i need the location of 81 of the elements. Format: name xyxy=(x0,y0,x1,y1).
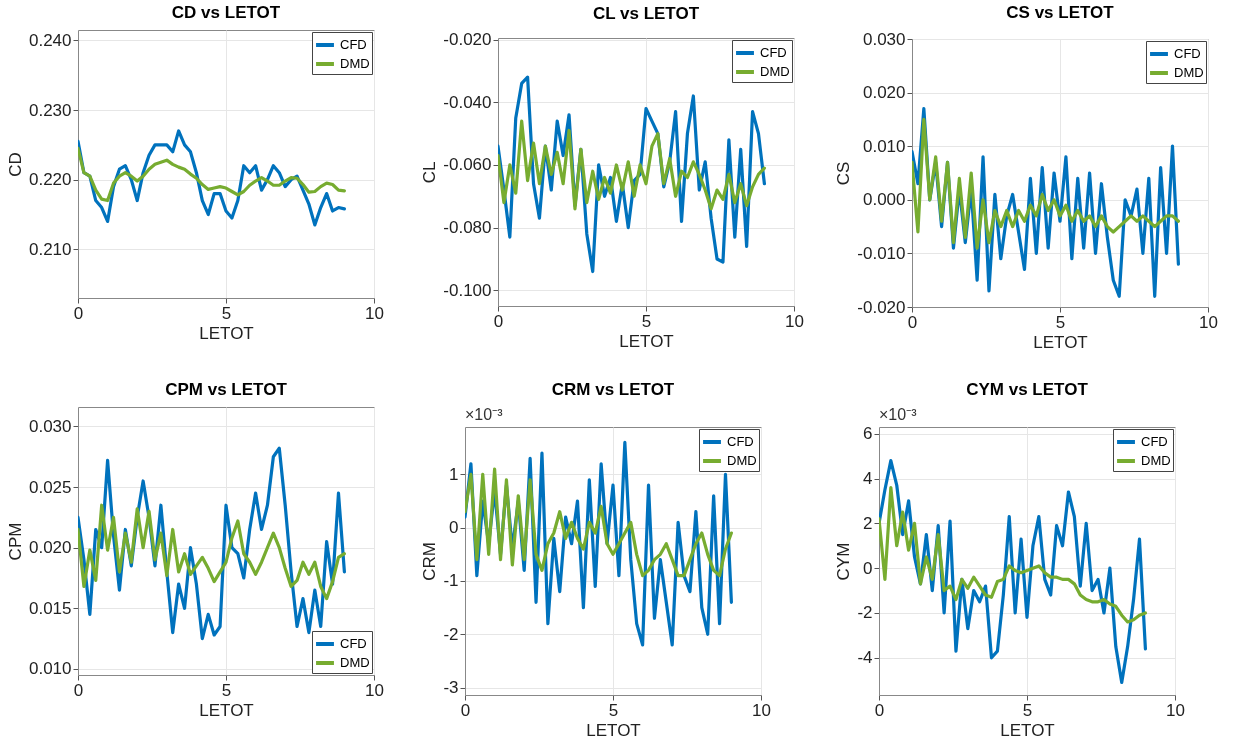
y-axis-title: CPM xyxy=(5,522,25,561)
text: ×10⁻³ xyxy=(465,406,504,423)
chart-title: CRM vs LETOT xyxy=(551,380,675,399)
line-series xyxy=(78,503,346,601)
x-axis-title: LETOT xyxy=(199,700,254,720)
legend-label: CFD xyxy=(340,636,367,651)
legend-label: DMD xyxy=(340,655,370,670)
x-tick-label: 10 xyxy=(365,680,384,700)
x-tick-label: 5 xyxy=(608,700,619,720)
y-tick-label: 0.030 xyxy=(862,29,906,49)
x-axis-title: LETOT xyxy=(619,331,674,351)
chart-title: CL vs LETOT xyxy=(592,3,700,23)
chart-title: CD vs LETOT xyxy=(171,3,281,22)
legend-label: DMD xyxy=(1174,65,1204,80)
legend-label: CFD xyxy=(1141,434,1168,449)
y-tick-label: -0.040 xyxy=(443,92,492,112)
text: ×10⁻³ xyxy=(879,406,918,423)
legend-label: DMD xyxy=(760,64,790,79)
y-tick-label: -0.020 xyxy=(443,30,492,50)
y-tick-label: -1 xyxy=(443,571,459,591)
y-tick-label: 1 xyxy=(449,464,459,484)
line-series xyxy=(912,117,1180,250)
y-tick-label: 0.210 xyxy=(28,239,72,259)
legend-label: CFD xyxy=(340,37,367,52)
y-axis-title: CYM xyxy=(834,542,854,581)
x-tick-label: 5 xyxy=(221,303,232,323)
x-axis-title: LETOT xyxy=(1000,720,1055,740)
y-tick-label: -0.060 xyxy=(443,155,492,175)
x-tick-label: 5 xyxy=(1022,700,1033,720)
y-axis-title: CL xyxy=(420,161,440,184)
y-tick-label: -2 xyxy=(857,603,873,623)
line-series xyxy=(879,485,1147,624)
x-tick-label: 5 xyxy=(1055,312,1066,332)
y-tick-label: 4 xyxy=(863,469,873,489)
y-tick-label: -0.010 xyxy=(857,243,906,263)
y-tick-label: -0.020 xyxy=(857,297,906,317)
y-tick-label: 0.010 xyxy=(28,659,72,679)
x-tick-label: 10 xyxy=(785,311,804,331)
legend-label: DMD xyxy=(1141,453,1171,468)
y-tick-label: 0.030 xyxy=(28,416,72,436)
y-tick-label: 0.010 xyxy=(862,136,906,156)
y-axis-title: CRM xyxy=(420,542,440,581)
x-axis-title: LETOT xyxy=(586,720,641,740)
y-axis-title: CD xyxy=(5,152,25,177)
legend-label: DMD xyxy=(340,56,370,71)
y-tick-label: -2 xyxy=(443,624,459,644)
y-tick-label: 0.230 xyxy=(28,100,72,120)
y-tick-label: 0.020 xyxy=(862,83,906,103)
y-tick-label: 0 xyxy=(449,518,459,538)
y-tick-label: 0.015 xyxy=(28,598,72,618)
legend-label: CFD xyxy=(1174,46,1201,61)
x-tick-label: 10 xyxy=(1199,312,1218,332)
y-tick-label: 0.025 xyxy=(28,477,72,497)
y-tick-label: -0.080 xyxy=(443,218,492,238)
y-tick-label: 0.020 xyxy=(28,538,72,558)
y-tick-label: -4 xyxy=(857,648,873,668)
y-tick-label: -3 xyxy=(443,678,459,698)
chart-title: CS vs LETOT xyxy=(1006,3,1115,22)
line-series xyxy=(498,119,766,211)
y-tick-label: 0.240 xyxy=(28,30,72,50)
legend-label: DMD xyxy=(727,453,757,468)
y-tick-label: 6 xyxy=(863,424,873,444)
x-axis-title: LETOT xyxy=(1033,332,1088,352)
line-series xyxy=(78,146,346,203)
y-tick-label: 0.220 xyxy=(28,170,72,190)
x-tick-label: 5 xyxy=(641,311,652,331)
y-axis-title: CS xyxy=(834,161,854,186)
y-tick-label: 0.000 xyxy=(862,190,906,210)
y-tick-label: 0 xyxy=(863,558,873,578)
line-series xyxy=(465,467,733,578)
y-tick-label: -0.100 xyxy=(443,280,492,300)
legend-label: CFD xyxy=(727,434,754,449)
x-tick-label: 5 xyxy=(221,680,232,700)
x-tick-label: 10 xyxy=(365,303,384,323)
x-axis-title: LETOT xyxy=(199,323,254,343)
legend-label: CFD xyxy=(760,45,787,60)
chart-title: CPM vs LETOT xyxy=(165,380,288,399)
chart-title: CYM vs LETOT xyxy=(966,380,1089,399)
y-tick-label: 2 xyxy=(863,513,873,533)
x-tick-label: 10 xyxy=(752,700,771,720)
x-tick-label: 10 xyxy=(1166,700,1185,720)
